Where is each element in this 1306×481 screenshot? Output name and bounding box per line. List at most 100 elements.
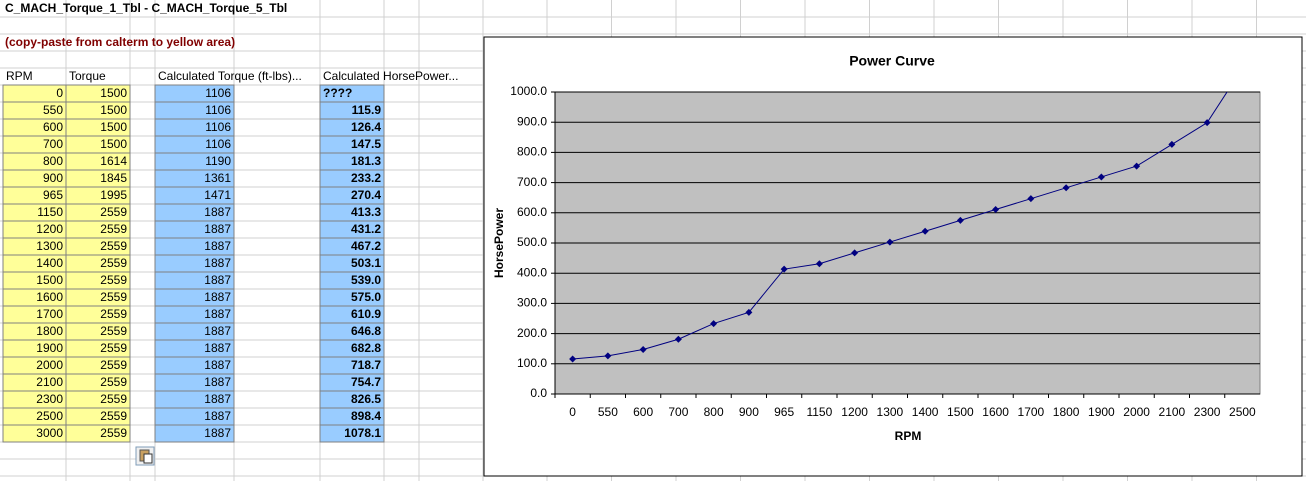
cell-value: 1500 xyxy=(100,86,127,100)
cell-value: 1471 xyxy=(204,188,231,202)
cell-value: 431.2 xyxy=(351,222,381,236)
x-tick-label: 600 xyxy=(633,405,653,419)
cell-value: 503.1 xyxy=(351,256,381,270)
cell-value: 1106 xyxy=(205,103,231,117)
x-tick-label: 0 xyxy=(569,405,576,419)
cell-value: 0 xyxy=(56,86,63,100)
cell-value: 610.9 xyxy=(351,307,381,321)
x-tick-label: 2300 xyxy=(1194,405,1221,419)
cell-value: 1887 xyxy=(204,324,231,338)
data-point xyxy=(1062,184,1070,192)
cell-value: 1106 xyxy=(205,137,231,151)
cell-value: 1887 xyxy=(204,239,231,253)
cell-value: 1190 xyxy=(205,154,231,168)
x-tick-label: 2100 xyxy=(1159,405,1186,419)
cell-value: 1887 xyxy=(204,358,231,372)
cell-value: 2100 xyxy=(36,375,63,389)
cell-value: 1887 xyxy=(204,307,231,321)
column-header: Torque xyxy=(69,69,106,83)
cell-value: 800 xyxy=(43,154,63,168)
cell-value: 1887 xyxy=(204,222,231,236)
data-point xyxy=(1097,173,1105,181)
column-header: RPM xyxy=(6,69,33,83)
cell-value: 1900 xyxy=(36,341,63,355)
y-tick-label: 300.0 xyxy=(517,296,547,310)
y-tick-label: 100.0 xyxy=(517,356,547,370)
series-line xyxy=(572,92,1228,360)
cell xyxy=(154,424,235,443)
cell-value: 2559 xyxy=(100,324,127,338)
cell-value: 1400 xyxy=(36,256,63,270)
cell-value: ???? xyxy=(323,86,352,100)
x-tick-label: 2500 xyxy=(1229,405,1256,419)
cell-value: 1500 xyxy=(100,120,127,134)
data-point xyxy=(956,216,964,224)
cell-value: 1150 xyxy=(37,205,63,219)
cell-value: 1887 xyxy=(204,273,231,287)
cell-value: 126.4 xyxy=(351,120,381,134)
cell-value: 2559 xyxy=(100,409,127,423)
cell-value: 575.0 xyxy=(351,290,381,304)
cell-value: 2500 xyxy=(36,409,63,423)
data-point xyxy=(745,308,753,316)
cell-value: 1800 xyxy=(36,324,63,338)
cell-value: 2300 xyxy=(36,392,63,406)
paste-icon[interactable] xyxy=(135,446,155,466)
cell-value: 2559 xyxy=(100,392,127,406)
cell-value: 1078.1 xyxy=(344,426,381,440)
cell xyxy=(65,424,131,443)
data-point xyxy=(639,345,647,353)
cell-value: 2559 xyxy=(100,222,127,236)
cell-value: 1887 xyxy=(204,392,231,406)
chart-title: Power Curve xyxy=(849,53,935,69)
data-point xyxy=(992,206,1000,214)
cell-value: 1106 xyxy=(205,86,231,100)
cell-value: 467.2 xyxy=(351,239,381,253)
cell-value: 413.3 xyxy=(351,205,381,219)
data-point xyxy=(1027,195,1035,203)
cell-value: 2000 xyxy=(36,358,63,372)
data-point xyxy=(886,238,894,246)
y-tick-label: 800.0 xyxy=(517,145,547,159)
cell-value: 754.7 xyxy=(351,375,381,389)
cell-value: 1500 xyxy=(36,273,63,287)
cell-value: 1887 xyxy=(204,409,231,423)
x-tick-label: 1700 xyxy=(1018,405,1045,419)
x-tick-label: 1300 xyxy=(877,405,904,419)
cell-value: 700 xyxy=(43,137,63,151)
column-header: Calculated Torque (ft-lbs)... xyxy=(158,69,302,83)
cell-value: 2559 xyxy=(100,239,127,253)
x-tick-label: 2000 xyxy=(1123,405,1150,419)
cell-value: 1300 xyxy=(36,239,63,253)
cell-value: 898.4 xyxy=(351,409,381,423)
data-point xyxy=(780,265,788,273)
x-tick-label: 1400 xyxy=(912,405,939,419)
x-tick-label: 550 xyxy=(598,405,618,419)
cell-value: 718.7 xyxy=(351,358,381,372)
cell-value: 3000 xyxy=(36,426,63,440)
y-tick-label: 400.0 xyxy=(517,265,547,279)
cell-value: 2559 xyxy=(100,273,127,287)
y-tick-label: 900.0 xyxy=(517,114,547,128)
x-tick-label: 1500 xyxy=(947,405,974,419)
cell-value: 2559 xyxy=(100,358,127,372)
y-tick-label: 600.0 xyxy=(517,205,547,219)
cell-value: 115.9 xyxy=(352,103,382,117)
cell-value: 600 xyxy=(43,120,63,134)
x-tick-label: 800 xyxy=(704,405,724,419)
x-tick-label: 700 xyxy=(668,405,688,419)
cell-value: 1500 xyxy=(100,137,127,151)
cell-value: 826.5 xyxy=(351,392,381,406)
cell-value: 1887 xyxy=(204,341,231,355)
cell-value: 1106 xyxy=(205,120,231,134)
cell-value: 2559 xyxy=(100,307,127,321)
cell-value: 1845 xyxy=(100,171,127,185)
cell-value: 2559 xyxy=(100,290,127,304)
cell-value: 1361 xyxy=(204,171,231,185)
x-tick-label: 1600 xyxy=(982,405,1009,419)
cell-value: 1614 xyxy=(100,154,127,168)
column-header: Calculated HorsePower... xyxy=(323,69,458,83)
cell-value: 181.3 xyxy=(351,154,381,168)
data-point xyxy=(1133,162,1141,170)
y-axis-label: HorsePower xyxy=(492,208,506,278)
